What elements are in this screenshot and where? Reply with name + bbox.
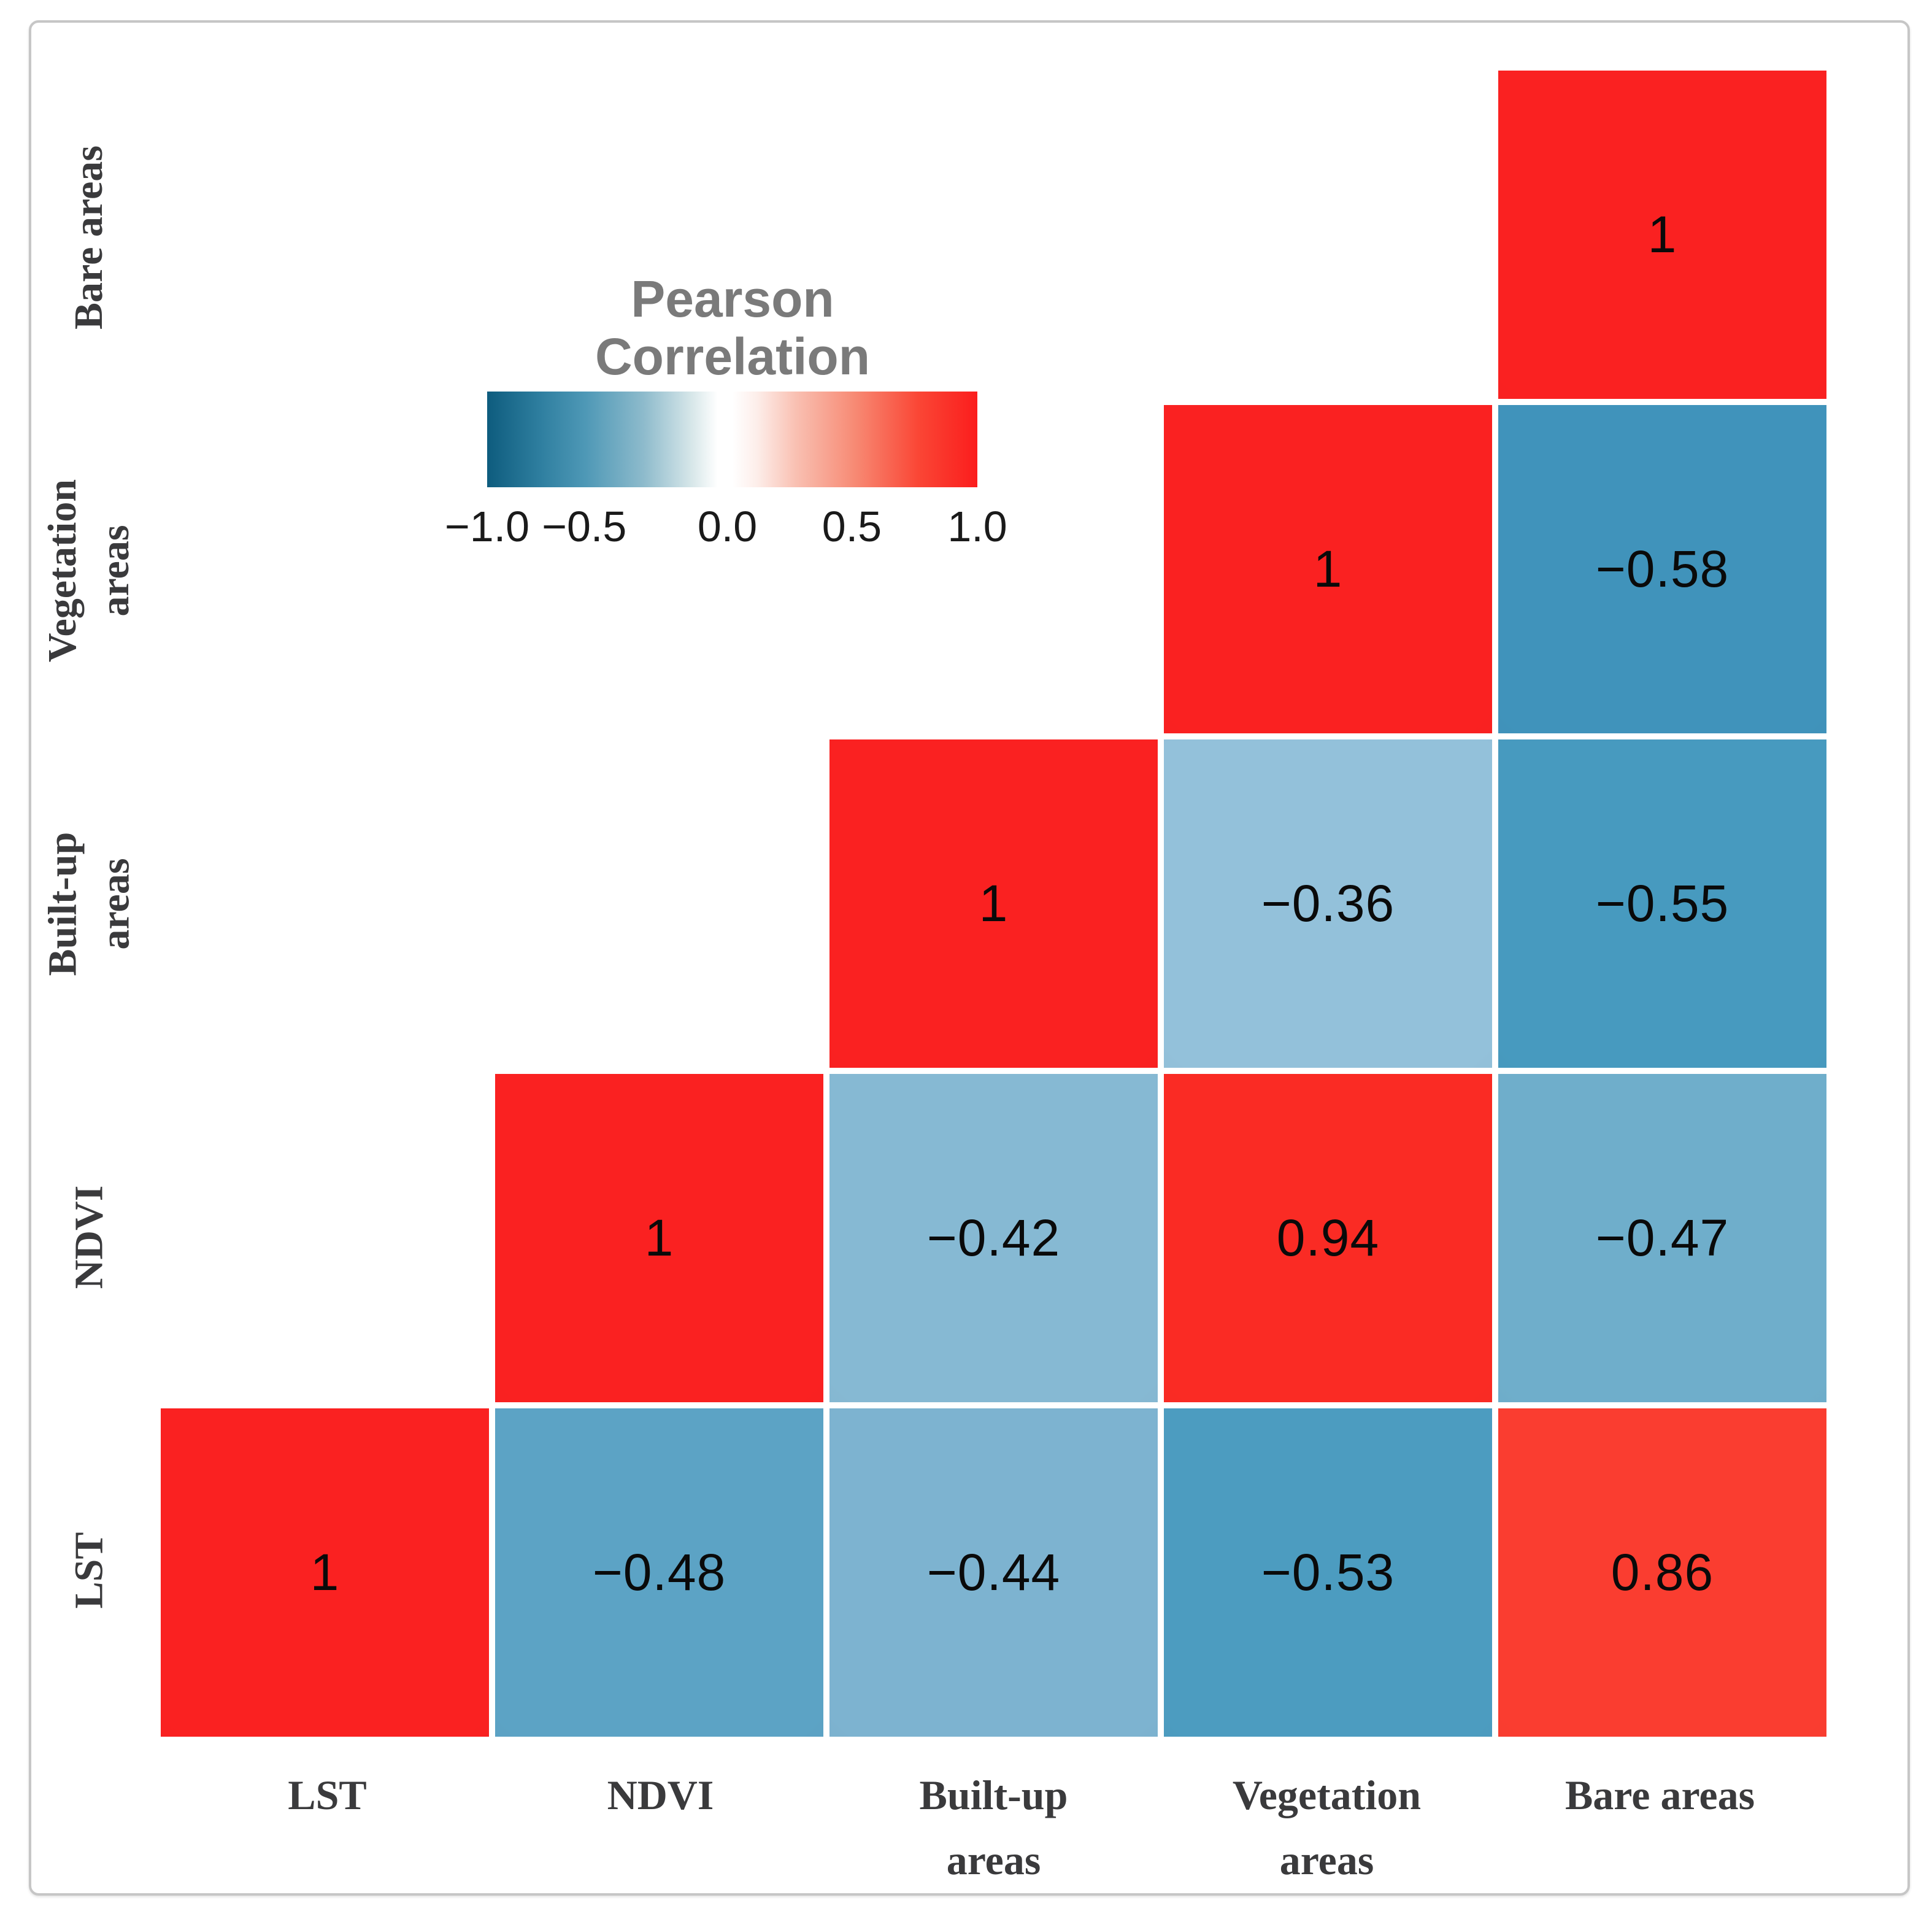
y-axis-label-text: areas xyxy=(93,524,138,617)
heatmap-grid: 1 1 −0.58 1 −0.36 −0.55 1 −0.42 0.94 −0.… xyxy=(161,71,1826,1737)
y-axis-label-lst: LST xyxy=(18,1403,160,1737)
x-axis-label-lst: LST xyxy=(161,1762,494,1828)
colorbar-tick: −0.5 xyxy=(542,503,627,550)
x-axis-label-ndvi: NDVI xyxy=(494,1762,827,1828)
x-axis-label-text: areas xyxy=(946,1837,1041,1883)
heatmap-cell-ndvi-builtup: −0.42 xyxy=(829,1074,1158,1402)
heatmap-cell-bare-bare: 1 xyxy=(1498,71,1826,399)
heatmap-cell-lst-bare: 0.86 xyxy=(1498,1408,1826,1737)
y-axis-label-text: Built-up xyxy=(40,832,85,976)
y-axis-label-vegetation-areas: Vegetation areas xyxy=(18,404,160,737)
heatmap-cell-ndvi-bare: −0.47 xyxy=(1498,1074,1826,1402)
x-axis-label-bare-areas: Bare areas xyxy=(1493,1762,1826,1828)
x-axis-label-vegetation-areas: Vegetation areas xyxy=(1160,1762,1493,1893)
y-axis-label-builtup-areas: Built-up areas xyxy=(18,737,160,1070)
heatmap-cell-builtup-vegetation: −0.36 xyxy=(1164,739,1492,1068)
y-axis-label-text: Bare areas xyxy=(66,145,111,330)
heatmap-cell-ndvi-ndvi: 1 xyxy=(495,1074,823,1402)
heatmap-cell-ndvi-vegetation: 0.94 xyxy=(1164,1074,1492,1402)
y-axis-label-text: Vegetation xyxy=(40,479,85,662)
heatmap-cell-vegetation-vegetation: 1 xyxy=(1164,405,1492,733)
x-axis-label-text: Built-up xyxy=(919,1772,1068,1818)
colorbar-tick: 0.5 xyxy=(822,503,882,550)
heatmap-cell-lst-ndvi: −0.48 xyxy=(495,1408,823,1737)
legend-title-line1: Pearson xyxy=(631,270,834,328)
legend-title: Pearson Correlation xyxy=(364,270,1101,385)
colorbar-tick: −1.0 xyxy=(444,503,530,550)
legend-title-line2: Correlation xyxy=(595,328,871,385)
x-axis-label-text: NDVI xyxy=(607,1772,714,1818)
heatmap-cell-lst-builtup: −0.44 xyxy=(829,1408,1158,1737)
y-axis-label-text: LST xyxy=(66,1532,111,1608)
heatmap-cell-vegetation-bare: −0.58 xyxy=(1498,405,1826,733)
heatmap-cell-lst-lst: 1 xyxy=(161,1408,489,1737)
heatmap-cell-lst-vegetation: −0.53 xyxy=(1164,1408,1492,1737)
x-axis-label-builtup-areas: Built-up areas xyxy=(827,1762,1160,1893)
heatmap-cell-builtup-builtup: 1 xyxy=(829,739,1158,1068)
x-axis-labels: LST NDVI Built-up areas Vegetation areas… xyxy=(161,1762,1826,1910)
x-axis-label-text: areas xyxy=(1279,1837,1374,1883)
colorbar-tick-labels: −1.0 −0.5 0.0 0.5 1.0 xyxy=(445,502,1007,557)
x-axis-label-text: Bare areas xyxy=(1564,1772,1755,1818)
x-axis-label-text: LST xyxy=(288,1772,367,1818)
colorbar-tick: 1.0 xyxy=(947,503,1007,550)
y-axis-label-text: NDVI xyxy=(66,1185,111,1289)
colorbar-gradient xyxy=(487,392,977,487)
x-axis-label-text: Vegetation xyxy=(1232,1772,1422,1818)
colorbar-tick: 0.0 xyxy=(697,503,758,550)
heatmap-cell-builtup-bare: −0.55 xyxy=(1498,739,1826,1068)
y-axis-label-text: areas xyxy=(93,857,137,950)
y-axis-label-ndvi: NDVI xyxy=(18,1070,160,1403)
y-axis-label-bare-areas: Bare areas xyxy=(18,71,160,404)
